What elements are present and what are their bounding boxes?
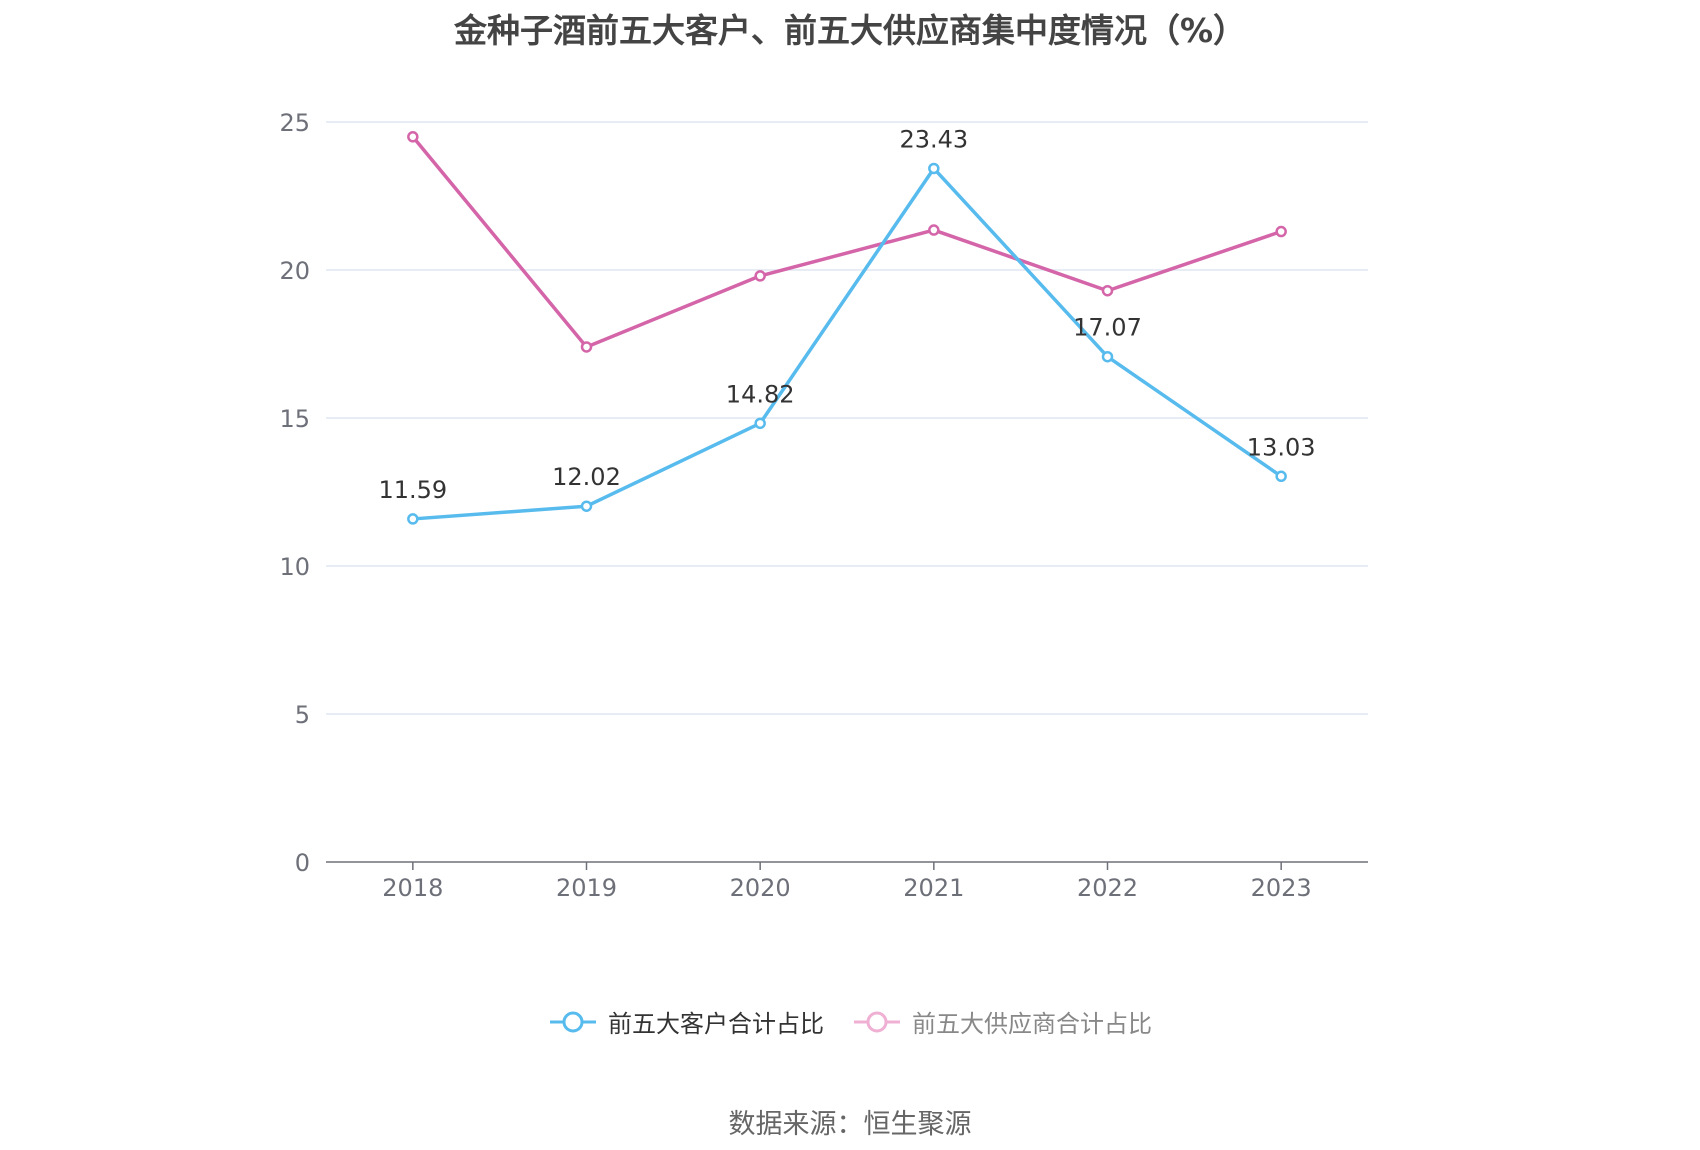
y-tick-label-0: 0 [295,849,310,877]
y-tick-label-25: 25 [279,109,310,137]
y-tick-label-15: 15 [279,405,310,433]
series-line-1 [411,135,1282,349]
data-label-0-2023: 13.03 [1247,433,1316,461]
x-tick-label-2018: 2018 [382,874,443,902]
x-tick-label-2023: 2023 [1251,874,1312,902]
data-label-0-2022: 17.07 [1073,314,1142,342]
point-1-2020 [754,270,766,282]
chart-title: 金种子酒前五大客户、前五大供应商集中度情况（%） [453,11,1247,50]
point-1-2018 [407,131,419,143]
data-label-0-2019: 12.02 [552,463,621,491]
point-0-2018 [407,513,419,525]
x-tick-label-2021: 2021 [903,874,964,902]
point-1-2021 [928,224,940,236]
x-tick-label-2022: 2022 [1077,874,1138,902]
x-tick-label-2019: 2019 [556,874,617,902]
series-lines [407,131,1287,525]
y-tick-label-10: 10 [279,553,310,581]
point-0-2019 [580,500,593,512]
legend-marker-suppliers [854,1011,900,1032]
legend-marker-customers [550,1011,596,1032]
legend-item-suppliers[interactable]: 前五大供应商合计占比 [852,1004,1152,1039]
point-0-2022 [1101,350,1114,363]
data-source: 数据来源：恒生聚源 [728,1109,972,1140]
point-0-2020 [754,417,766,430]
point-0-2023 [1275,470,1287,483]
axes: 0 5 10 15 20 25 2018 2019 2020 2021 2022 2023 [279,109,1368,902]
data-label-0-2021: 23.43 [899,125,968,153]
y-tick-label-20: 20 [279,257,310,285]
point-1-2023 [1275,225,1287,238]
legend-label-customers: 前五大客户合计占比 [608,1010,824,1038]
point-1-2019 [580,341,593,353]
point-0-2021 [928,162,940,175]
y-tick-label-5: 5 [295,701,310,729]
point-1-2022 [1101,284,1114,297]
series-line-0 [412,166,1283,521]
grid-lines [326,121,1368,715]
legend: 前五大客户合计占比 前五大供应商合计占比 [0,1004,1700,1039]
legend-item-customers[interactable]: 前五大客户合计占比 [548,1004,824,1039]
data-label-0-2018: 11.59 [378,476,447,504]
line-chart: 0 5 10 15 20 25 2018 2019 2020 2021 2022 2023 11.59… [279,109,1368,902]
x-tick-label-2020: 2020 [730,874,791,902]
data-label-0-2020: 14.82 [726,380,795,408]
legend-label-suppliers: 前五大供应商合计占比 [912,1010,1152,1038]
data-labels: 11.59 12.02 14.82 23.43 17.07 13.03 [378,125,1315,503]
